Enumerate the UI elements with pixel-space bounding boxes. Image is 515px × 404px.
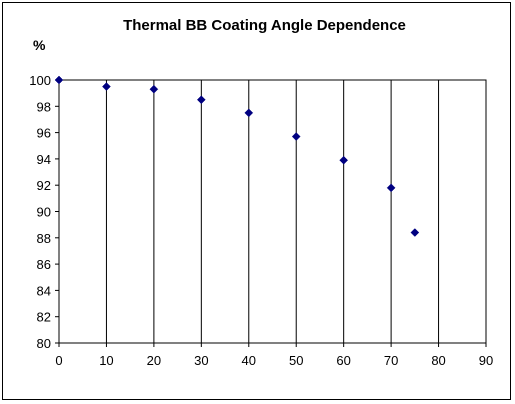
- x-tick-label: 80: [431, 353, 445, 368]
- x-tick-label: 70: [384, 353, 398, 368]
- chart-title: Thermal BB Coating Angle Dependence: [123, 17, 406, 34]
- y-tick-label: 90: [37, 205, 51, 220]
- data-point: [410, 228, 420, 237]
- x-tick-label: 20: [147, 353, 161, 368]
- data-point: [244, 108, 254, 118]
- data-point: [102, 82, 111, 91]
- data-point: [386, 183, 396, 193]
- x-tick-label: 10: [99, 353, 113, 368]
- y-tick-label: 84: [37, 283, 51, 298]
- x-tick-label: 90: [479, 353, 493, 368]
- x-tick-label: 30: [194, 353, 208, 368]
- y-tick-label: 86: [37, 257, 51, 272]
- y-tick-label: 82: [37, 310, 51, 325]
- data-point: [54, 75, 64, 85]
- y-tick-label: 88: [37, 231, 51, 246]
- y-tick-label: 94: [37, 152, 51, 167]
- y-tick-label: 80: [37, 336, 51, 351]
- y-tick-label: 92: [37, 178, 51, 193]
- x-tick-label: 40: [242, 353, 256, 368]
- x-tick-label: 50: [289, 353, 303, 368]
- y-tick-label: 96: [37, 126, 51, 141]
- data-point: [196, 95, 206, 105]
- x-tick-label: 60: [336, 353, 350, 368]
- data-point: [339, 155, 349, 165]
- data-point: [149, 84, 159, 94]
- plot-area: [58, 79, 487, 344]
- y-tick-label: 100: [29, 73, 51, 88]
- y-tick-label: 98: [37, 99, 51, 114]
- x-tick-label: 0: [55, 353, 62, 368]
- data-point: [291, 132, 301, 141]
- y-axis-label: %: [33, 37, 46, 53]
